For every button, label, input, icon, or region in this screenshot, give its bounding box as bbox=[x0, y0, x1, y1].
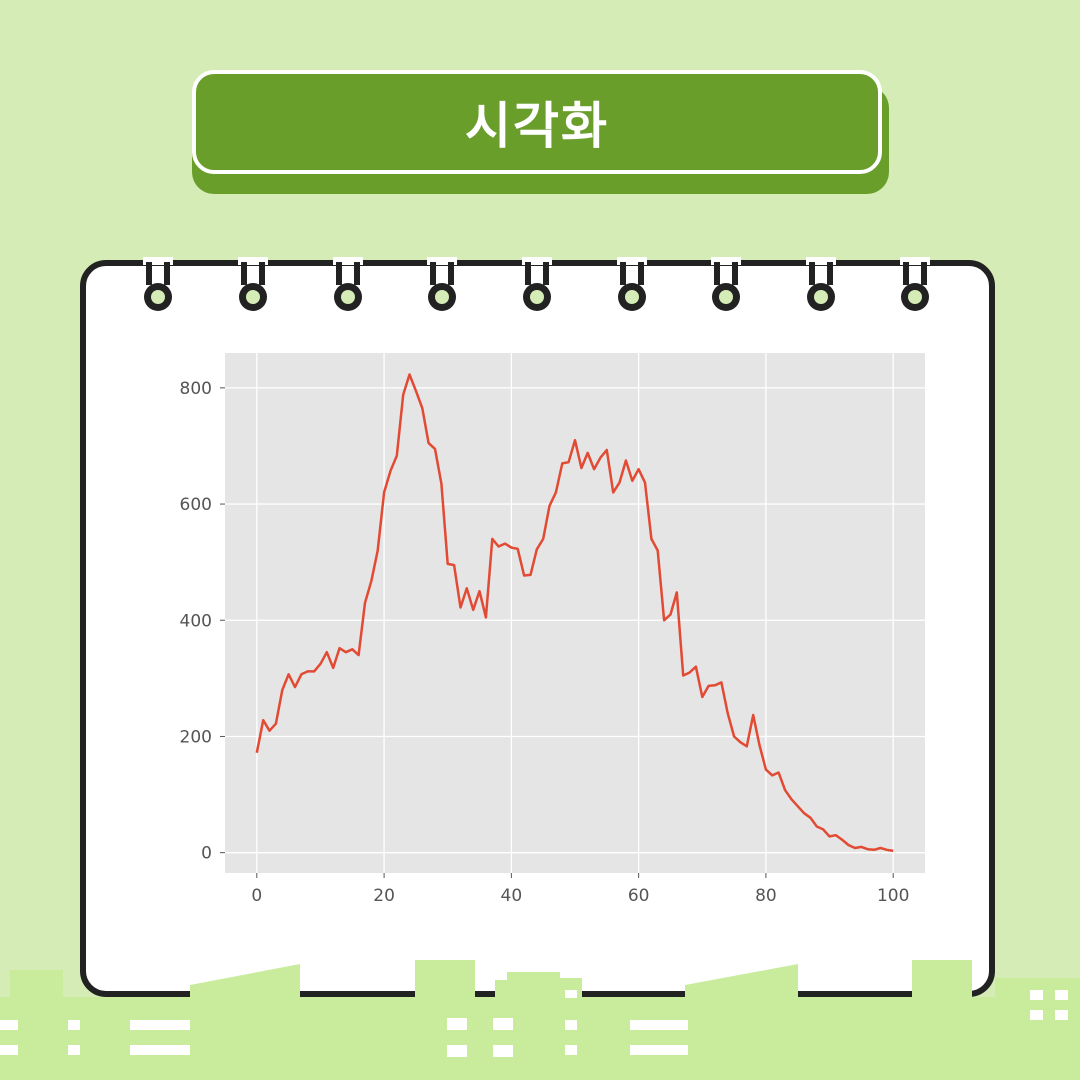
ring-icon bbox=[617, 257, 647, 311]
ring-icon bbox=[238, 257, 268, 311]
ring-icon bbox=[806, 257, 836, 311]
x-tick-label: 100 bbox=[877, 886, 909, 906]
line-chart: 0 20 40 60 80 100 0 200 400 600 800 bbox=[180, 353, 925, 906]
x-tick-label: 0 bbox=[251, 886, 262, 906]
ring-icon bbox=[522, 257, 552, 311]
x-tick-label: 20 bbox=[373, 886, 395, 906]
ring-icon bbox=[711, 257, 741, 311]
y-tick-label: 600 bbox=[180, 495, 212, 515]
y-tick-label: 400 bbox=[180, 611, 212, 631]
ring-icon bbox=[333, 257, 363, 311]
y-tick-label: 800 bbox=[180, 379, 212, 399]
ring-icon bbox=[143, 257, 173, 311]
y-tick-label: 200 bbox=[180, 727, 212, 747]
y-tick-label: 0 bbox=[201, 844, 212, 864]
x-tick-label: 40 bbox=[501, 886, 523, 906]
ring-icon bbox=[427, 257, 457, 311]
page-title: 시각화 bbox=[465, 97, 609, 155]
series-line bbox=[255, 373, 894, 853]
spiral-rings bbox=[143, 257, 930, 311]
title-banner: 시각화 bbox=[192, 70, 882, 174]
ring-icon bbox=[900, 257, 930, 311]
x-tick-label: 80 bbox=[755, 886, 777, 906]
x-tick-label: 60 bbox=[628, 886, 650, 906]
